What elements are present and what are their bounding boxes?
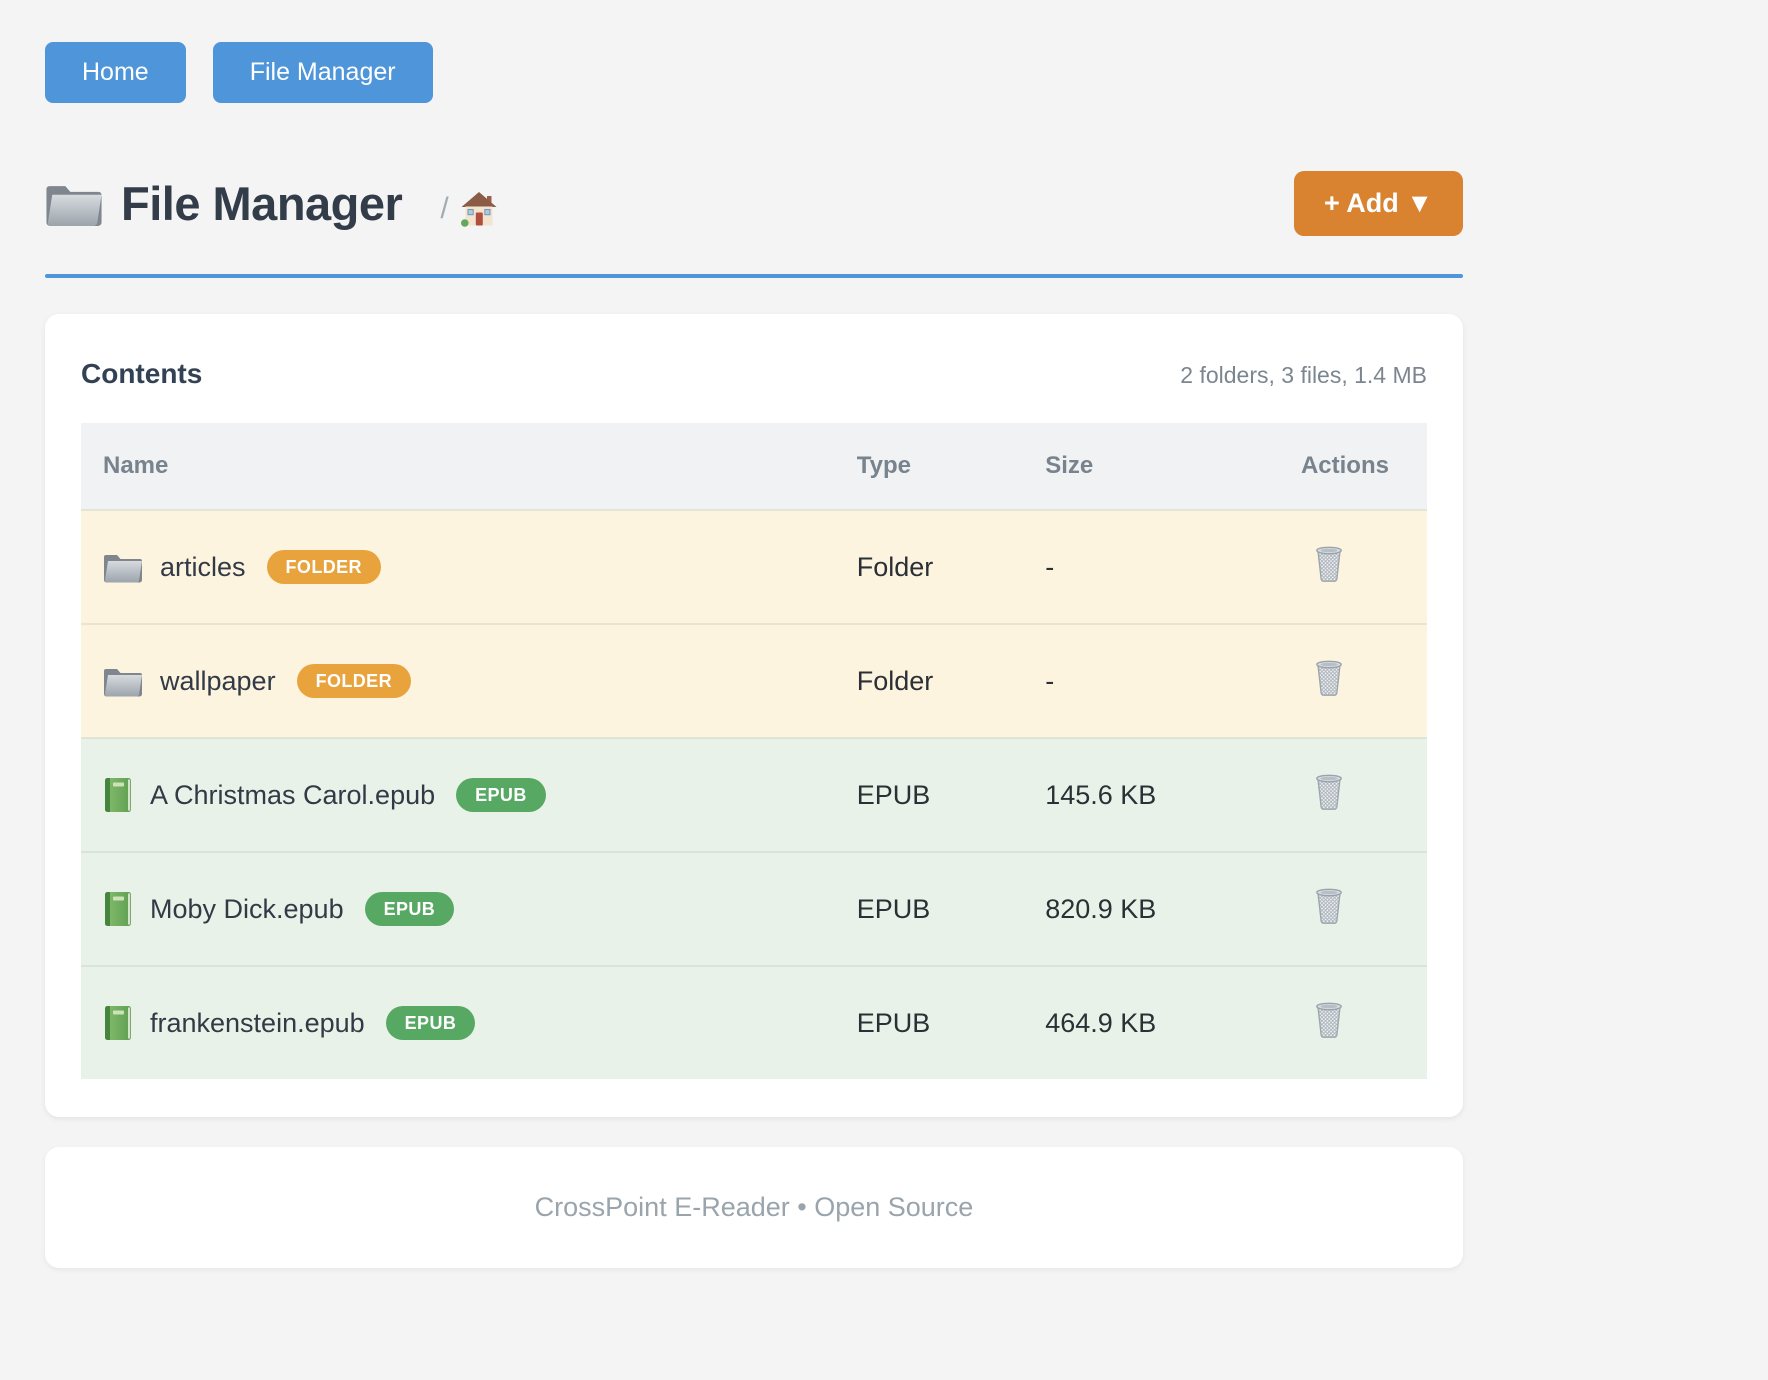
folder-icon	[103, 551, 143, 583]
file-name[interactable]: articles	[160, 551, 246, 582]
name-cell: Moby Dick.epub EPUB	[81, 852, 835, 966]
top-nav: Home File Manager	[45, 42, 1463, 103]
contents-summary: 2 folders, 3 files, 1.4 MB	[1180, 362, 1427, 388]
name-cell: wallpaper FOLDER	[81, 624, 835, 738]
delete-button[interactable]	[1313, 659, 1345, 697]
table-row[interactable]: frankenstein.epub EPUB EPUB 464.9 KB	[81, 966, 1427, 1079]
files-table: Name Type Size Actions articles FOLDER	[81, 423, 1427, 1079]
trash-icon	[1313, 887, 1345, 925]
type-cell: EPUB	[856, 1007, 931, 1038]
delete-button[interactable]	[1313, 773, 1345, 811]
breadcrumb: /	[440, 191, 496, 227]
footer-text: CrossPoint E-Reader • Open Source	[534, 1192, 974, 1222]
size-cell: -	[1045, 551, 1055, 582]
type-cell: EPUB	[856, 779, 931, 810]
name-cell: frankenstein.epub EPUB	[81, 966, 835, 1079]
size-cell: -	[1045, 665, 1055, 696]
delete-button[interactable]	[1313, 887, 1345, 925]
table-row[interactable]: A Christmas Carol.epub EPUB EPUB 145.6 K…	[81, 738, 1427, 852]
folder-badge: FOLDER	[296, 664, 411, 698]
contents-title: Contents	[81, 358, 203, 389]
page-title: File Manager	[121, 177, 403, 230]
actions-cell	[1279, 510, 1427, 624]
epub-badge: EPUB	[364, 892, 455, 926]
trash-icon	[1313, 545, 1345, 583]
green-book-icon	[103, 777, 133, 813]
green-book-icon	[103, 891, 133, 927]
trash-icon	[1313, 1001, 1345, 1039]
type-cell: EPUB	[856, 893, 931, 924]
delete-button[interactable]	[1313, 545, 1345, 583]
file-name[interactable]: wallpaper	[160, 665, 276, 696]
size-cell: 464.9 KB	[1045, 1007, 1157, 1038]
page-header: File Manager / + Add ▼	[45, 171, 1463, 236]
delete-button[interactable]	[1313, 1001, 1345, 1039]
footer-card: CrossPoint E-Reader • Open Source	[45, 1147, 1463, 1268]
actions-cell	[1279, 738, 1427, 852]
file-name[interactable]: Moby Dick.epub	[150, 893, 344, 924]
table-header-row: Name Type Size Actions	[81, 423, 1427, 510]
green-book-icon	[103, 1005, 133, 1041]
actions-cell	[1279, 624, 1427, 738]
name-cell: A Christmas Carol.epub EPUB	[81, 738, 835, 852]
name-cell: articles FOLDER	[81, 510, 835, 624]
folder-icon	[45, 180, 103, 227]
contents-card: Contents 2 folders, 3 files, 1.4 MB Name…	[45, 314, 1463, 1117]
trash-icon	[1313, 659, 1345, 697]
file-manager-nav-button[interactable]: File Manager	[212, 42, 433, 103]
actions-cell	[1279, 852, 1427, 966]
type-cell: Folder	[856, 665, 934, 696]
epub-badge: EPUB	[456, 778, 546, 812]
size-cell: 820.9 KB	[1045, 893, 1157, 924]
house-icon[interactable]	[461, 191, 497, 227]
column-header-actions: Actions	[1278, 423, 1427, 510]
table-row[interactable]: wallpaper FOLDER Folder -	[81, 624, 1427, 738]
table-row[interactable]: articles FOLDER Folder -	[81, 510, 1427, 624]
epub-badge: EPUB	[385, 1006, 476, 1040]
table-row[interactable]: Moby Dick.epub EPUB EPUB 820.9 KB	[81, 852, 1427, 966]
actions-cell	[1279, 966, 1427, 1079]
column-header-size: Size	[1023, 423, 1279, 510]
page-container: Home File Manager File Manager / + Add ▼…	[45, 42, 1463, 1268]
file-name[interactable]: frankenstein.epub	[150, 1007, 365, 1038]
file-name[interactable]: A Christmas Carol.epub	[150, 779, 436, 810]
add-button[interactable]: + Add ▼	[1294, 171, 1463, 236]
type-cell: Folder	[856, 551, 934, 582]
column-header-name: Name	[81, 423, 835, 510]
home-nav-button[interactable]: Home	[45, 42, 186, 103]
header-divider	[45, 274, 1463, 278]
trash-icon	[1313, 773, 1345, 811]
breadcrumb-separator: /	[440, 191, 449, 225]
column-header-type: Type	[834, 423, 1024, 510]
folder-icon	[103, 665, 143, 697]
size-cell: 145.6 KB	[1045, 779, 1157, 810]
folder-badge: FOLDER	[266, 550, 381, 584]
